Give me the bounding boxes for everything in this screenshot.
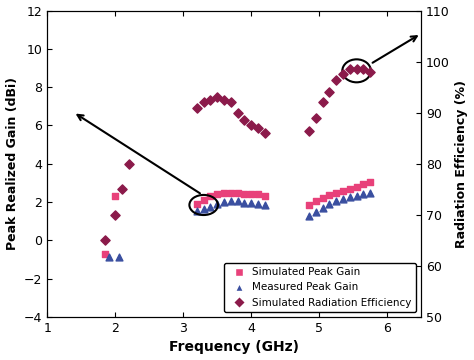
Point [319,205,327,211]
Point [346,66,354,72]
Y-axis label: Radiation Efficiency (%): Radiation Efficiency (%) [456,80,468,248]
Point [332,77,340,82]
Point [227,100,235,105]
Point [234,198,241,204]
Point [346,186,354,192]
Point [227,198,235,204]
Point [353,193,360,199]
Point [346,194,354,200]
Point [241,117,248,123]
Point [193,208,201,213]
Point [193,105,201,111]
Point [312,209,319,215]
Point [213,95,221,100]
Point [319,195,327,201]
Point [360,192,367,197]
Point [220,190,228,195]
Point [312,198,319,204]
Point [261,202,269,208]
Point [105,254,112,260]
Legend: Simulated Peak Gain, Measured Peak Gain, Simulated Radiation Efficiency: Simulated Peak Gain, Measured Peak Gain,… [224,263,416,312]
Point [339,196,347,202]
Point [326,193,333,198]
X-axis label: Frequency (GHz): Frequency (GHz) [169,341,299,355]
Point [227,190,235,195]
Point [360,181,367,187]
Point [353,184,360,190]
Point [332,198,340,204]
Point [247,123,255,129]
Point [254,201,262,207]
Point [366,69,374,75]
Point [234,110,241,116]
Y-axis label: Peak Realized Gain (dBi): Peak Realized Gain (dBi) [6,77,18,250]
Point [339,188,347,193]
Point [305,202,313,208]
Point [220,199,228,205]
Point [241,200,248,206]
Point [111,193,119,199]
Point [115,254,122,260]
Point [247,200,255,206]
Point [261,193,269,199]
Point [213,201,221,207]
Point [319,100,327,105]
Point [332,190,340,195]
Point [261,130,269,136]
Point [101,251,109,257]
Point [326,89,333,95]
Point [353,66,360,72]
Point [247,192,255,197]
Point [254,192,262,197]
Point [213,192,221,197]
Point [234,190,241,195]
Point [207,193,214,199]
Point [193,201,201,207]
Point [366,190,374,196]
Point [339,72,347,77]
Point [200,100,208,105]
Point [360,66,367,72]
Point [200,197,208,203]
Point [125,161,133,167]
Point [220,97,228,103]
Point [305,128,313,134]
Point [200,206,208,212]
Point [111,212,119,218]
Point [366,179,374,185]
Point [101,238,109,243]
Point [118,186,126,192]
Point [312,115,319,121]
Point [207,204,214,210]
Point [254,125,262,131]
Point [326,201,333,207]
Point [305,213,313,219]
Point [207,97,214,103]
Point [241,192,248,197]
